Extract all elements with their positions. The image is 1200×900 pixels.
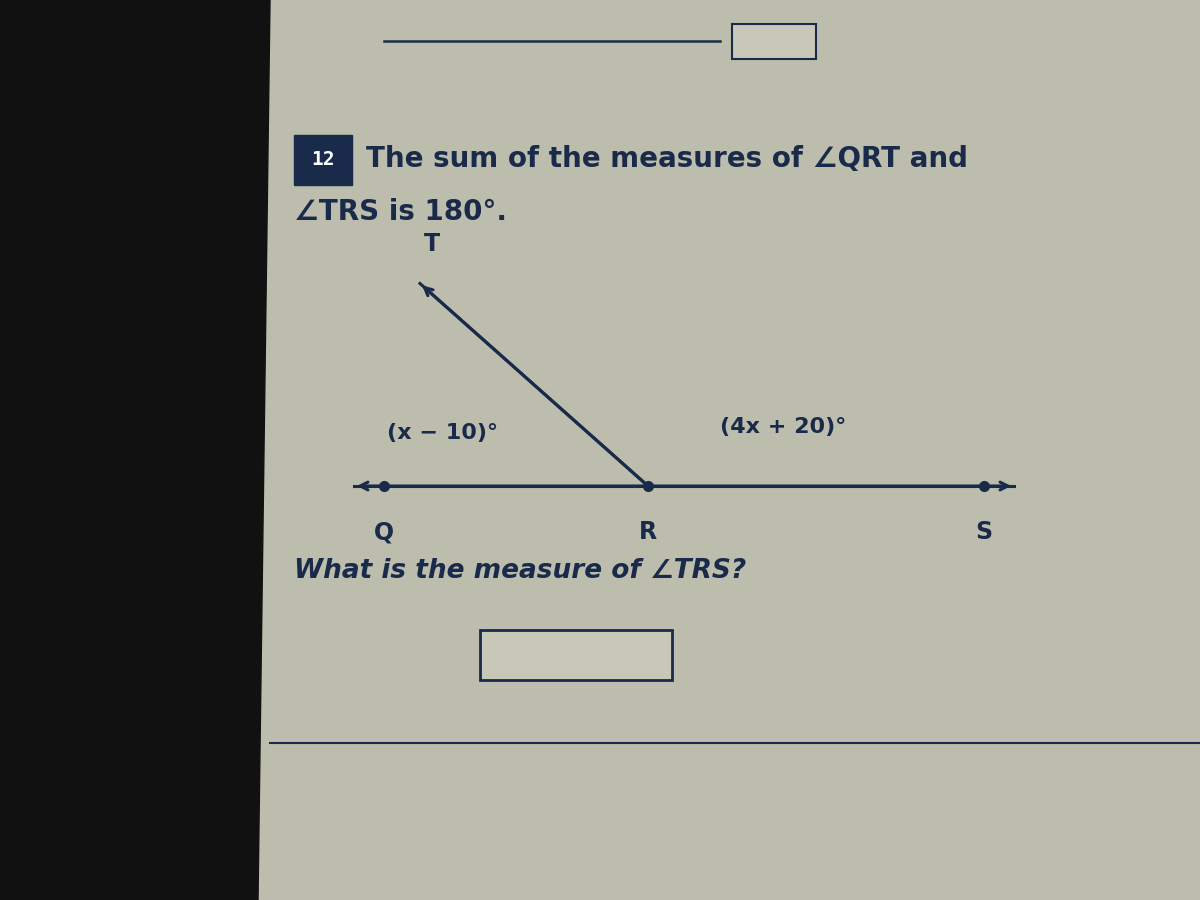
Text: (4x + 20)°: (4x + 20)° bbox=[720, 417, 846, 436]
Text: What is the measure of ∠TRS?: What is the measure of ∠TRS? bbox=[294, 559, 746, 584]
Text: ∠TRS is 180°.: ∠TRS is 180°. bbox=[294, 197, 508, 226]
Bar bbox=[732, 24, 816, 58]
Bar bbox=[294, 135, 352, 184]
Text: T: T bbox=[424, 232, 440, 256]
Bar bbox=[480, 630, 672, 680]
Polygon shape bbox=[0, 0, 270, 900]
Text: R: R bbox=[638, 520, 658, 544]
Text: 12: 12 bbox=[311, 150, 335, 169]
Text: Q: Q bbox=[374, 520, 394, 544]
Text: (x − 10)°: (x − 10)° bbox=[386, 423, 498, 443]
Text: S: S bbox=[976, 520, 992, 544]
Text: The sum of the measures of ∠QRT and: The sum of the measures of ∠QRT and bbox=[366, 145, 968, 174]
